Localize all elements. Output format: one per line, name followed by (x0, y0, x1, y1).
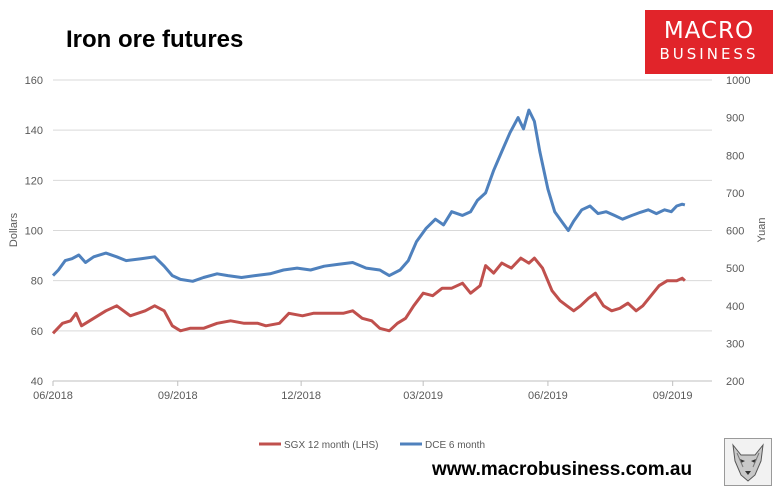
y-left-tick-label: 100 (25, 226, 43, 238)
y-axis-left-title: Dollars (8, 212, 20, 247)
wolf-logo-icon (724, 438, 772, 486)
legend: SGX 12 month (LHS) DCE 6 month (259, 440, 485, 451)
y-right-tick-label: 600 (726, 226, 744, 238)
y-right-tick-label: 400 (726, 301, 744, 313)
y-left-tick-label: 120 (25, 175, 43, 187)
y-right-tick-label: 900 (726, 113, 744, 125)
gridlines (53, 79, 712, 332)
macrobusiness-logo: MACRO BUSINESS (645, 10, 773, 74)
y-left-tick-label: 140 (25, 125, 43, 137)
y-left-tick-label: 160 (25, 75, 43, 87)
x-tick-label: 09/2019 (653, 390, 693, 402)
series-line-dce (51, 108, 686, 283)
legend-label-dce: DCE 6 month (425, 440, 485, 451)
logo-line-1: MACRO (663, 18, 755, 44)
y-right-tick-label: 800 (726, 150, 744, 162)
x-tick-label: 03/2019 (403, 390, 443, 402)
y-right-tick-label: 500 (726, 263, 744, 275)
x-tick-label: 06/2019 (528, 390, 568, 402)
y-left-tick-label: 60 (31, 326, 43, 338)
x-tick-label: 06/2018 (33, 390, 73, 402)
logo-line-2: BUSINESS (659, 45, 759, 63)
y-axis-right-title: Yuan (756, 217, 768, 242)
series-lines (51, 108, 686, 335)
y-right-tick-label: 200 (726, 376, 744, 388)
axes: 40 60 80 100 120 140 160 200 300 400 500 600 700 800 9… (25, 75, 751, 402)
series-line-sgx (51, 256, 686, 335)
x-tick-label: 09/2018 (158, 390, 198, 402)
y-left-tick-label: 40 (31, 376, 43, 388)
y-left-tick-label: 80 (31, 276, 43, 288)
y-right-tick-label: 1000 (726, 75, 750, 87)
x-tick-label: 12/2018 (281, 390, 321, 402)
legend-label-sgx: SGX 12 month (LHS) (284, 440, 378, 451)
chart-title: Iron ore futures (66, 26, 244, 53)
website-url: www.macrobusiness.com.au (432, 459, 693, 480)
y-right-tick-label: 300 (726, 338, 744, 350)
y-right-tick-label: 700 (726, 188, 744, 200)
